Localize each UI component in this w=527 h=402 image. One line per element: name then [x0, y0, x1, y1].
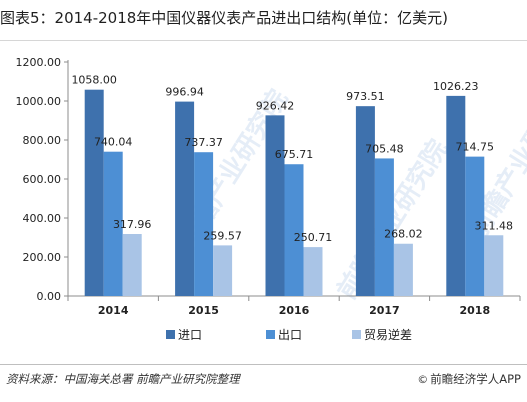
- brand-label: © 前瞻经济学人APP: [417, 371, 521, 387]
- data-label: 926.42: [256, 99, 295, 112]
- data-label: 737.37: [184, 136, 223, 149]
- data-label: 996.94: [165, 86, 204, 99]
- y-tick-label: 1200.00: [16, 56, 62, 69]
- y-tick-label: 400.00: [23, 212, 62, 225]
- data-label: 675.71: [275, 148, 314, 161]
- legend-swatch: [166, 330, 175, 339]
- data-label: 1026.23: [433, 80, 479, 93]
- bar: [284, 164, 304, 296]
- legend-swatch: [352, 330, 361, 339]
- title-divider: [0, 40, 527, 41]
- bar: [393, 243, 413, 296]
- x-tick-label: 2017: [369, 304, 400, 317]
- bar: [265, 115, 285, 296]
- brand-text: 前瞻经济学人APP: [430, 372, 521, 386]
- data-label: 259.57: [203, 229, 242, 242]
- y-tick-label: 0.00: [37, 290, 62, 303]
- data-label: 268.02: [384, 228, 423, 241]
- bar: [103, 151, 123, 296]
- data-label: 317.96: [113, 218, 152, 231]
- x-tick-label: 2018: [459, 304, 490, 317]
- data-label: 250.71: [294, 231, 333, 244]
- data-label: 311.48: [475, 219, 514, 232]
- y-tick-label: 1000.00: [16, 95, 62, 108]
- copyright-icon: ©: [417, 373, 429, 386]
- data-label: 705.48: [365, 142, 404, 155]
- y-tick-label: 800.00: [23, 134, 62, 147]
- y-tick-label: 600.00: [23, 173, 62, 186]
- bar: [303, 247, 323, 296]
- bar-chart: 0.00 200.00 400.00 600.00 800.00 1000.00 1200.…: [16, 56, 521, 342]
- bar: [355, 106, 375, 296]
- legend-label: 贸易逆差: [364, 327, 412, 342]
- bar: [374, 158, 394, 296]
- legend-swatch: [266, 330, 275, 339]
- footer-divider: [0, 364, 527, 365]
- data-label: 714.75: [456, 141, 495, 154]
- bar: [122, 233, 142, 296]
- legend-label: 进口: [178, 328, 202, 342]
- data-label: 973.51: [346, 90, 385, 103]
- legend-label: 出口: [278, 328, 302, 342]
- x-tick-label: 2015: [188, 304, 219, 317]
- x-tick-label: 2016: [279, 304, 310, 317]
- data-label: 740.04: [94, 136, 133, 149]
- bar: [175, 101, 195, 296]
- bar: [194, 152, 214, 296]
- bar: [446, 95, 466, 296]
- bar: [484, 235, 504, 296]
- bar: [84, 89, 104, 296]
- y-tick-label: 200.00: [23, 251, 62, 264]
- bar: [465, 156, 485, 296]
- x-tick-label: 2014: [98, 304, 129, 317]
- bar: [213, 245, 233, 296]
- data-label: 1058.00: [71, 74, 117, 87]
- source-note: 资料来源：中国海关总署 前瞻产业研究院整理: [6, 372, 240, 386]
- chart-title: 图表5：2014-2018年中国仪器仪表产品进出口结构(单位：亿美元): [0, 9, 449, 27]
